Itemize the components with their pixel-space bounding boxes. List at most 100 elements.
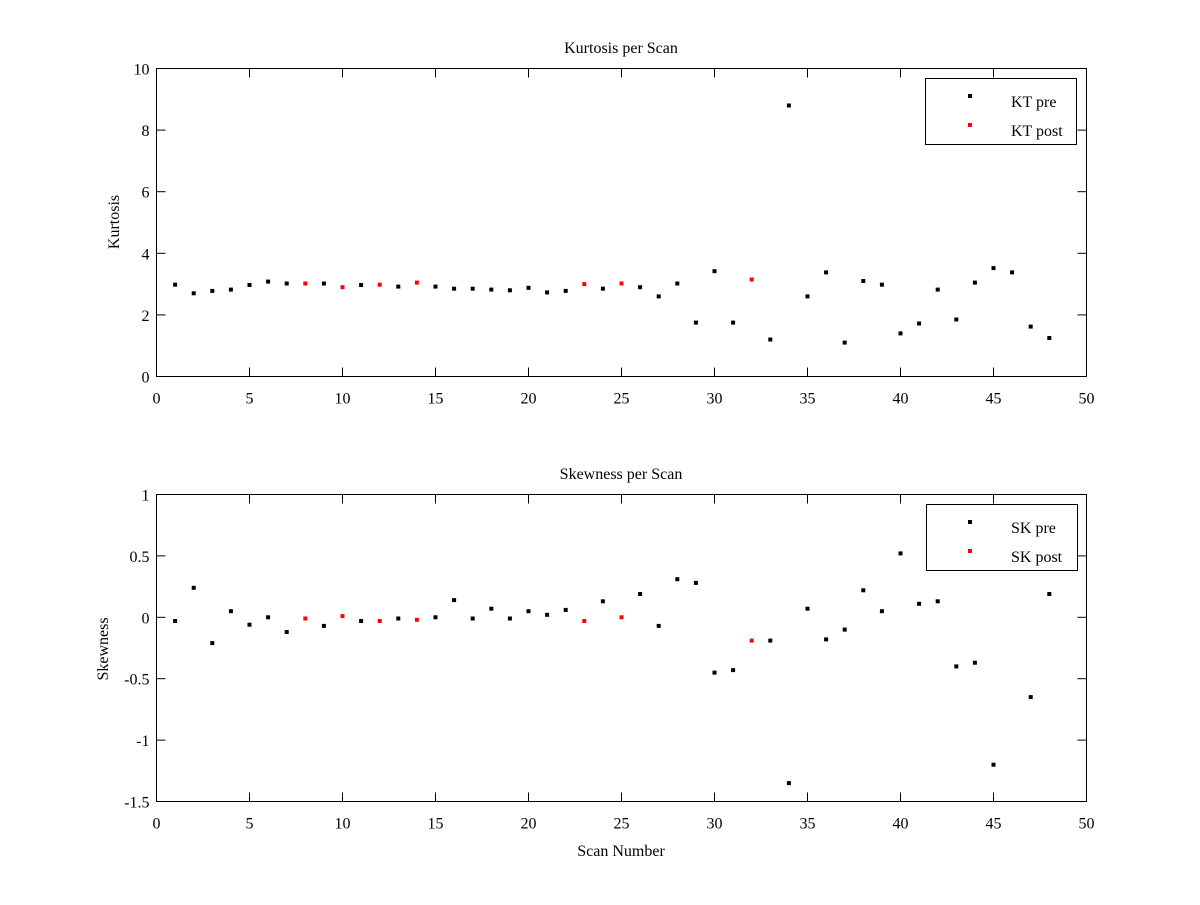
kurtosis-x-tick-label: 35 <box>800 391 816 408</box>
kurtosis-x-tick-label: 5 <box>246 391 254 408</box>
data-point-kt-pre <box>247 283 252 287</box>
kurtosis-x-tick-label: 50 <box>1079 391 1095 408</box>
kurtosis-chart: Kurtosis per Scan Kurtosis 0 5 10 15 20 25 30 3… <box>106 40 1095 408</box>
kurtosis-y-axis-label: Kurtosis <box>106 195 123 249</box>
kurtosis-x-tick-label: 10 <box>335 391 351 408</box>
skewness-chart: Skewness per Scan Skewness Scan Number 0… <box>95 466 1095 860</box>
skewness-y-tick-label: -0.5 <box>124 672 149 689</box>
kurtosis-y-tick-label: 2 <box>142 308 150 325</box>
data-point-sk-pre <box>563 607 568 612</box>
data-point-kt-pre <box>656 294 661 299</box>
kurtosis-legend-box <box>925 78 1077 145</box>
data-point-kt-pre <box>917 321 922 326</box>
data-point-sk-pre <box>452 598 457 603</box>
data-point-sk-pre <box>935 599 940 604</box>
data-point-kt-pre <box>321 281 326 286</box>
skewness-x-tick-label: 50 <box>1079 816 1095 833</box>
data-point-sk-pre <box>191 585 196 590</box>
kurtosis-x-tick-label: 15 <box>428 391 444 408</box>
data-point-sk-pre <box>972 660 977 665</box>
data-point-kt-pre <box>284 281 289 286</box>
data-point-sk-pre <box>693 580 698 585</box>
data-point-kt-pre <box>600 286 605 291</box>
skewness-y-tick-label: 1 <box>142 488 150 505</box>
data-point-kt-pre <box>396 284 401 289</box>
data-point-kt-pre <box>433 284 438 289</box>
data-point-kt-post <box>340 285 345 290</box>
data-point-kt-pre <box>452 286 457 291</box>
data-point-sk-pre <box>638 592 643 596</box>
data-point-sk-pre <box>712 670 717 675</box>
data-point-kt-pre <box>712 269 717 274</box>
data-point-sk-pre <box>954 664 959 669</box>
skewness-chart-title: Skewness per Scan <box>560 466 683 483</box>
legend-marker-sk-pre <box>968 520 972 524</box>
data-point-kt-post <box>377 282 382 287</box>
data-point-sk-pre <box>247 622 252 627</box>
kurtosis-y-tick-label: 8 <box>142 123 150 140</box>
skewness-y-axis-label: Skewness <box>95 617 112 680</box>
data-point-sk-pre <box>842 627 847 632</box>
kurtosis-y-tick-label: 4 <box>142 246 150 263</box>
data-point-kt-pre <box>861 279 866 283</box>
data-point-sk-pre <box>507 616 512 621</box>
data-point-sk-post <box>377 619 382 623</box>
data-point-kt-pre <box>786 103 791 108</box>
kurtosis-y-tick-label: 6 <box>142 185 150 202</box>
data-point-kt-pre <box>972 280 977 285</box>
data-point-sk-pre <box>768 638 773 643</box>
kurtosis-y-tick-label: 0 <box>142 370 150 387</box>
data-point-kt-pre <box>693 320 698 325</box>
data-point-sk-pre <box>1028 695 1033 700</box>
data-point-sk-pre <box>321 623 326 628</box>
data-point-sk-pre <box>917 601 922 606</box>
skewness-y-tick-label: -1.5 <box>124 795 149 812</box>
data-point-kt-pre <box>675 281 680 286</box>
data-point-kt-post <box>619 281 624 286</box>
data-point-sk-pre <box>675 577 680 582</box>
skewness-y-tick-label: 0 <box>142 610 150 627</box>
skewness-x-tick-label: 0 <box>153 816 161 833</box>
data-point-sk-pre <box>489 606 494 611</box>
data-point-sk-pre <box>470 616 475 621</box>
data-point-kt-post <box>303 281 308 286</box>
data-point-sk-pre <box>526 609 531 614</box>
skewness-points <box>173 551 1052 786</box>
data-point-kt-post <box>414 280 419 285</box>
skewness-x-tick-label: 10 <box>335 816 351 833</box>
data-point-kt-pre <box>228 287 233 292</box>
data-point-kt-pre <box>545 290 550 295</box>
data-point-kt-pre <box>805 294 810 299</box>
data-point-sk-pre <box>173 619 178 623</box>
skewness-x-tick-label: 40 <box>893 816 909 833</box>
data-point-kt-pre <box>991 266 996 271</box>
data-point-sk-pre <box>786 781 791 786</box>
legend-label-sk-post: SK post <box>1011 549 1063 566</box>
data-point-sk-pre <box>805 606 810 611</box>
kurtosis-x-tick-label: 0 <box>153 391 161 408</box>
legend-marker-sk-post <box>968 549 972 553</box>
legend-label-sk-pre: SK pre <box>1011 520 1056 537</box>
data-point-kt-pre <box>173 282 178 287</box>
data-point-sk-pre <box>266 615 271 620</box>
data-point-kt-pre <box>879 282 884 287</box>
skewness-x-tick-label: 15 <box>428 816 444 833</box>
kurtosis-chart-title: Kurtosis per Scan <box>564 40 678 57</box>
data-point-sk-pre <box>228 609 233 614</box>
data-point-sk-post <box>749 638 754 643</box>
data-point-kt-pre <box>824 270 829 275</box>
data-point-sk-pre <box>656 623 661 628</box>
skewness-x-tick-label: 35 <box>800 816 816 833</box>
kurtosis-x-tick-label: 30 <box>707 391 723 408</box>
data-point-sk-post <box>414 617 419 622</box>
legend-label-kt-pre: KT pre <box>1011 94 1056 111</box>
skewness-legend-box <box>926 504 1078 571</box>
data-point-sk-pre <box>545 612 550 617</box>
legend-marker-kt-post <box>968 123 972 127</box>
kurtosis-x-tick-label: 45 <box>986 391 1002 408</box>
kurtosis-x-tick-label: 25 <box>614 391 630 408</box>
data-point-sk-post <box>340 614 345 619</box>
data-point-sk-pre <box>396 616 401 621</box>
